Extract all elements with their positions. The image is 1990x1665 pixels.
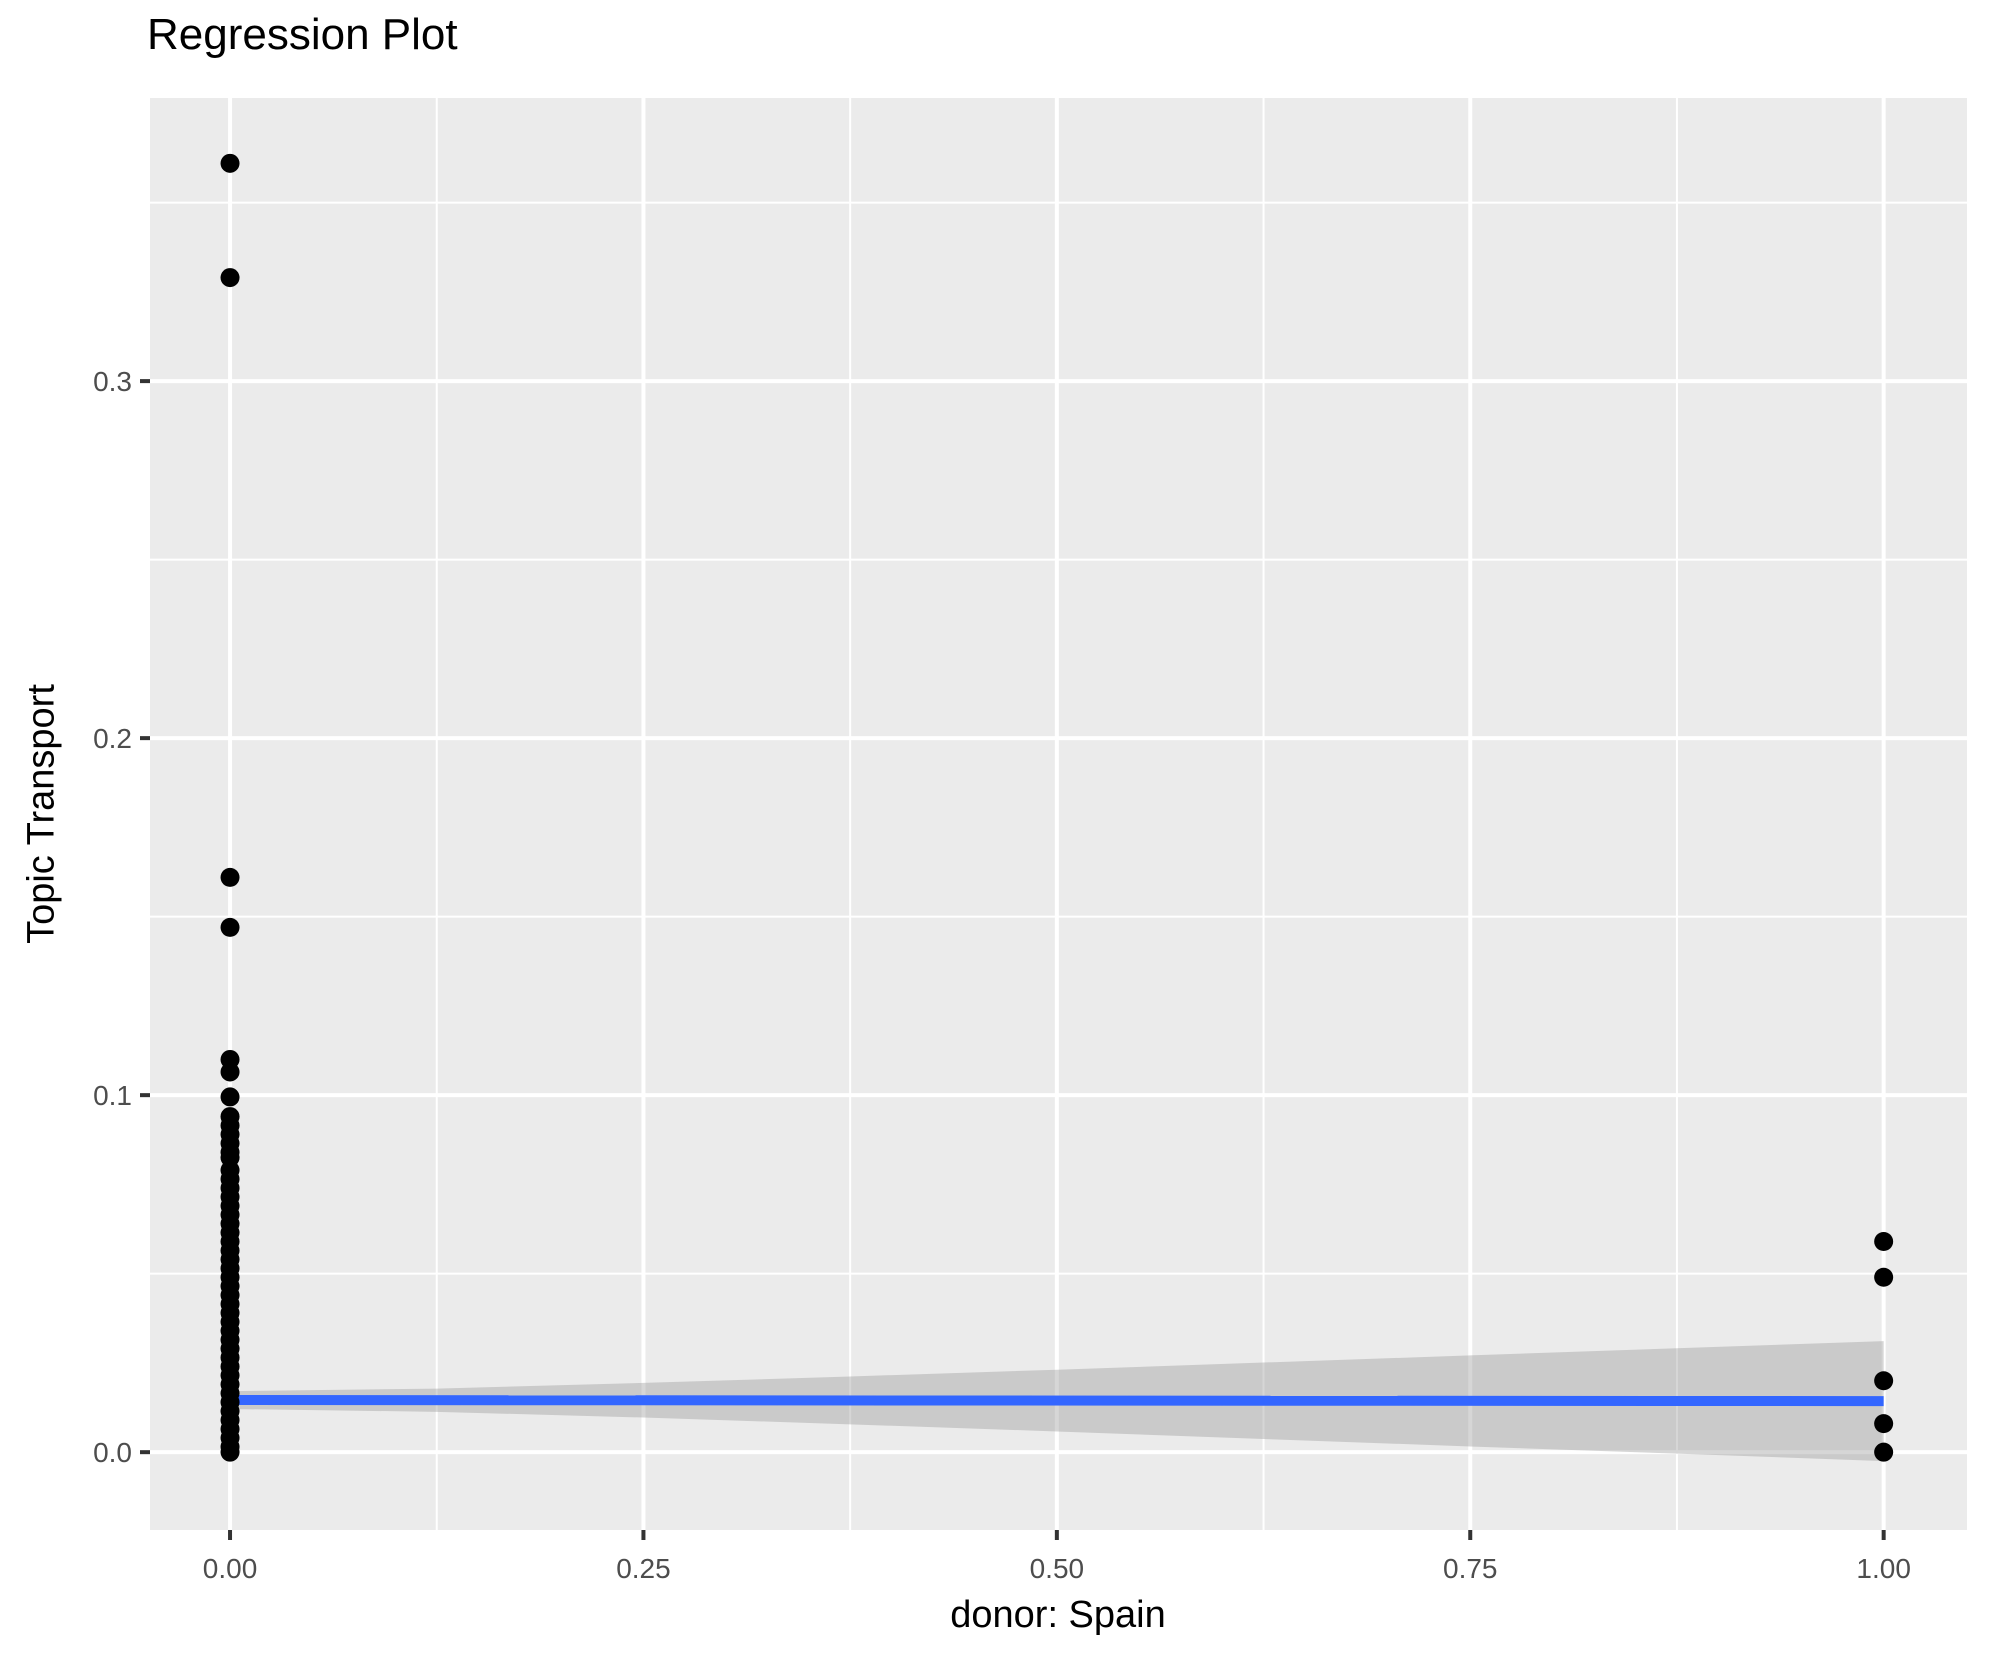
data-point [220,1062,240,1082]
y-tick-label: 0.1 [93,1080,132,1111]
x-axis-title: donor: Spain [950,1594,1166,1636]
y-tick-label: 0.3 [93,366,132,397]
data-point [220,1442,240,1462]
regression-line [230,1395,1884,1407]
data-point [220,268,240,288]
data-point [1874,1414,1894,1434]
y-tick-label: 0.2 [93,723,132,754]
y-tick-label: 0.0 [93,1437,132,1468]
x-tick-label: 0.50 [1030,1553,1085,1584]
data-point [220,867,240,887]
x-tick-label: 0.25 [616,1553,671,1584]
chart-title: Regression Plot [147,10,458,59]
x-tick-label: 0.00 [203,1553,258,1584]
x-tick-label: 1.00 [1856,1553,1911,1584]
data-point [1874,1267,1894,1287]
data-point [1874,1232,1894,1252]
x-tick-label: 0.75 [1443,1553,1498,1584]
data-point [220,1087,240,1107]
data-point [1874,1371,1894,1391]
data-point [220,917,240,937]
data-point [1874,1442,1894,1462]
data-point [220,153,240,173]
